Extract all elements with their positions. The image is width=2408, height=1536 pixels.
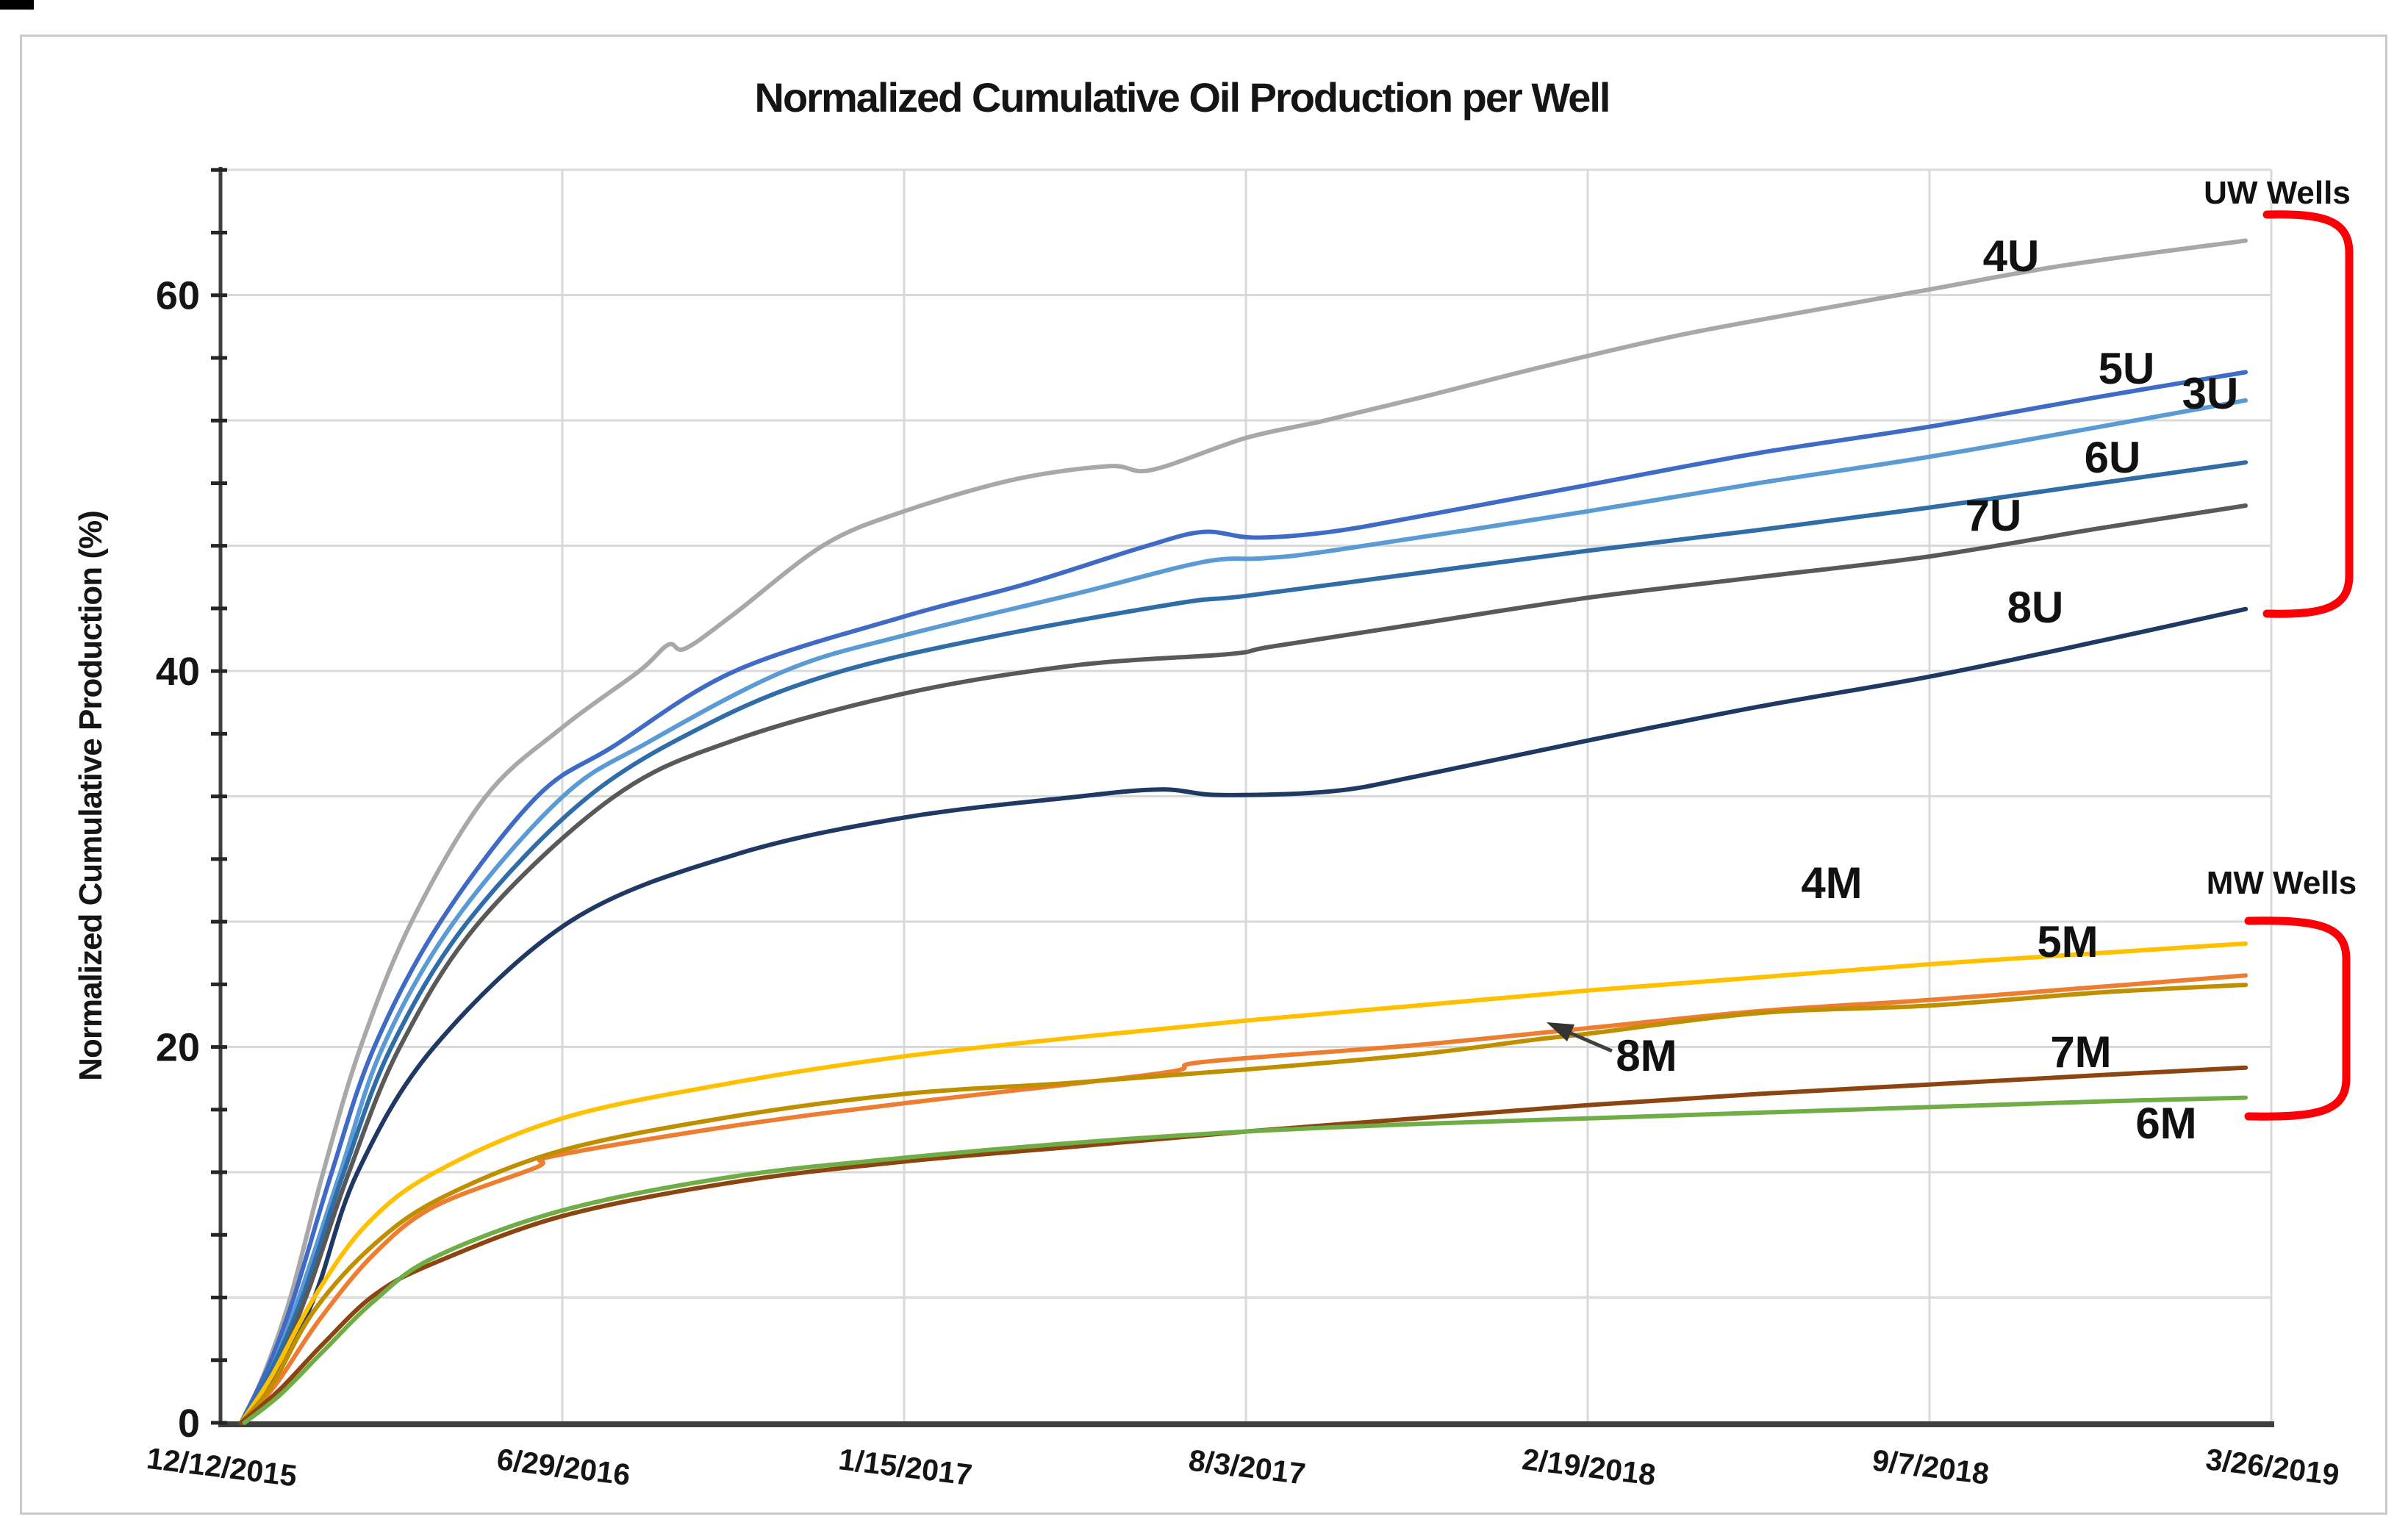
group-bracket-UW	[2262, 210, 2354, 618]
x-tick-label-0: 12/12/2015	[145, 1441, 298, 1493]
series-line-5M	[238, 973, 2248, 1425]
series-line-8U	[238, 606, 2248, 1425]
y-axis-title: Normalized Cumulative Production (%)	[73, 511, 109, 1081]
y-tick-label-0: 0	[178, 1402, 200, 1446]
y-tick-label-40: 40	[156, 650, 200, 694]
series-label-6U: 6U	[2085, 433, 2141, 482]
annotation-arrow-line-8M	[1569, 1030, 1613, 1053]
series-label-4U: 4U	[1983, 232, 2040, 281]
x-tick-label-2: 1/15/2017	[836, 1442, 974, 1492]
x-tick-label-5: 9/7/2018	[1871, 1443, 1991, 1491]
group-label-UW: UW Wells	[2204, 175, 2351, 211]
corner-mark	[0, 0, 34, 10]
x-tick-label-3: 8/3/2017	[1187, 1443, 1308, 1491]
series-line-5U	[238, 370, 2248, 1425]
group-bracket-MW	[2244, 916, 2351, 1121]
series-line-4M	[238, 941, 2248, 1425]
series-line-3U	[238, 398, 2248, 1425]
series-label-3U: 3U	[2182, 369, 2239, 418]
panel-border	[20, 35, 2387, 1515]
y-tick-label-60: 60	[156, 274, 200, 318]
x-tick-label-4: 2/19/2018	[1520, 1442, 1658, 1492]
series-label-7M: 7M	[2050, 1027, 2111, 1077]
series-label-4M: 4M	[1801, 858, 1862, 908]
group-label-MW: MW Wells	[2207, 865, 2357, 901]
series-label-5U: 5U	[2099, 344, 2155, 393]
series-line-4U	[238, 238, 2248, 1425]
series-line-8M	[238, 983, 2248, 1425]
series-line-7U	[238, 503, 2248, 1425]
chart-title: Normalized Cumulative Oil Production per…	[754, 74, 1611, 121]
series-label-7U: 7U	[1966, 491, 2022, 540]
series-line-6U	[238, 460, 2248, 1425]
series-label-8M: 8M	[1616, 1031, 1677, 1080]
y-tick-label-20: 20	[156, 1026, 200, 1070]
series-label-5M: 5M	[2037, 917, 2098, 966]
series-line-6M	[242, 1095, 2248, 1425]
x-tick-label-1: 6/29/2016	[495, 1442, 632, 1492]
x-tick-label-6: 3/26/2019	[2204, 1442, 2341, 1492]
annotation-arrow-head-8M	[1547, 1022, 1574, 1041]
series-label-8U: 8U	[2007, 583, 2064, 632]
series-line-7M	[238, 1065, 2248, 1425]
series-label-6M: 6M	[2135, 1099, 2196, 1148]
